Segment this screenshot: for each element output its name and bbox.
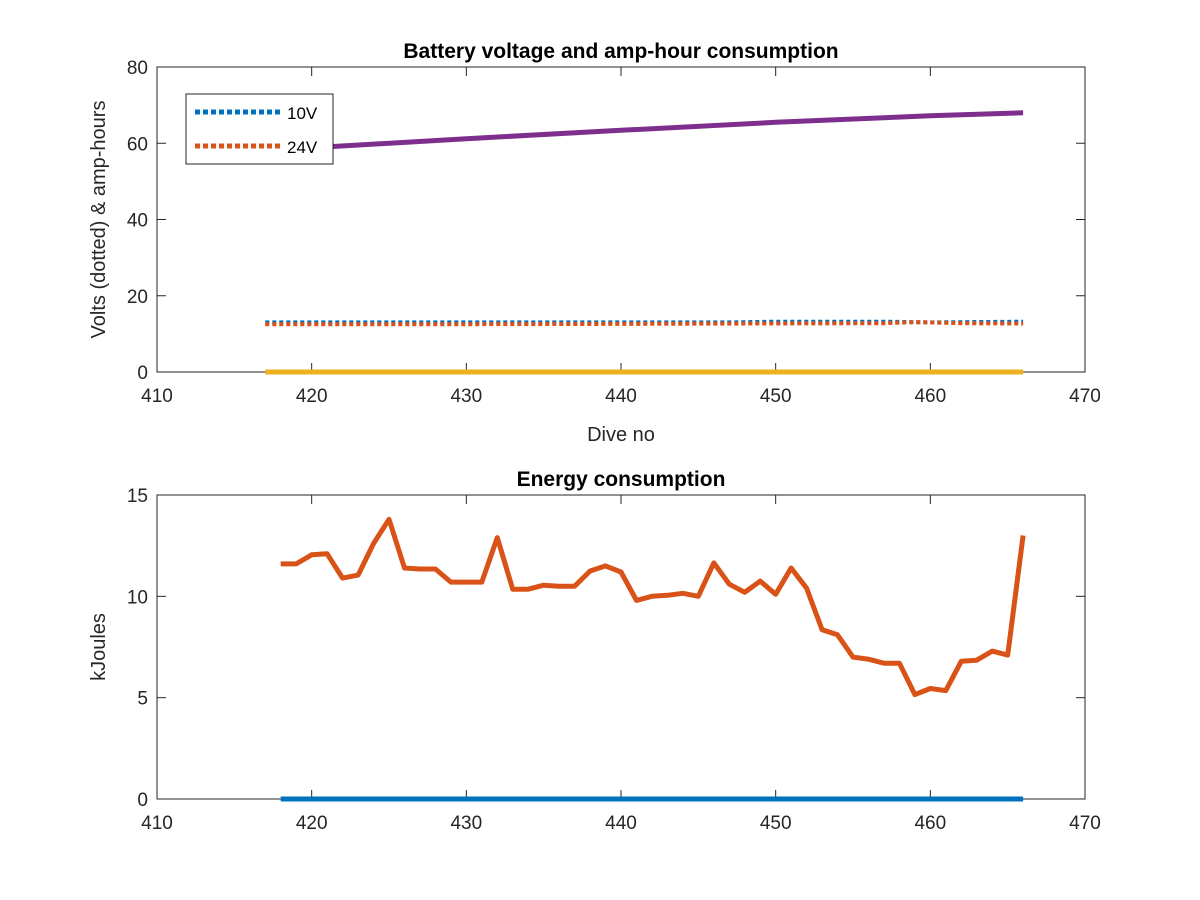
y-tick-label: 10 [127,587,148,608]
y-tick-label: 5 [137,689,148,710]
x-tick-label: 470 [1069,386,1101,407]
bottom-chart-ticks: 410 420 430 440 450 460 470 0 5 10 15 [127,486,1101,834]
x-tick-label: 430 [450,813,482,834]
x-tick-label: 410 [141,386,173,407]
legend-label-24v: 24V [287,138,318,157]
bottom-chart-title: Energy consumption [517,468,726,491]
bottom-chart-series [280,516,1026,802]
bottom-chart: Energy consumption 410 420 430 440 450 460 470… [88,468,1101,834]
x-tick-label: 460 [914,813,946,834]
top-chart-y-axis-label: Volts (dotted) & amp-hours [88,101,110,339]
x-tick-label: 470 [1069,813,1101,834]
top-chart: Battery voltage and amp-hour consumption… [88,40,1101,446]
top-chart-series [265,110,1024,375]
x-tick-label: 410 [141,813,173,834]
top-chart-ticks: 410 420 430 440 450 460 470 0 20 40 60 80 [127,58,1101,407]
bottom-chart-y-axis-label: kJoules [88,613,110,681]
x-tick-label: 420 [296,813,328,834]
legend-label-10v: 10V [287,104,318,123]
x-tick-label: 440 [605,813,637,834]
top-chart-x-axis-label: Dive no [587,424,655,446]
y-tick-label: 15 [127,486,148,507]
x-tick-label: 460 [914,386,946,407]
series-line-0 [280,516,1026,698]
x-tick-label: 430 [450,386,482,407]
legend-box [185,93,334,165]
series-line-2 [311,110,1024,151]
x-tick-label: 420 [296,386,328,407]
y-tick-label: 0 [137,363,148,384]
x-tick-label: 440 [605,386,637,407]
y-tick-label: 20 [127,287,148,308]
y-tick-label: 60 [127,134,148,155]
y-tick-label: 80 [127,58,148,79]
y-tick-label: 40 [127,211,148,232]
top-chart-title: Battery voltage and amp-hour consumption [403,40,838,63]
y-tick-label: 0 [137,790,148,811]
x-tick-label: 450 [760,813,792,834]
series-line-1 [265,320,1024,327]
x-tick-label: 450 [760,386,792,407]
top-chart-legend: 10V 24V [185,93,334,165]
